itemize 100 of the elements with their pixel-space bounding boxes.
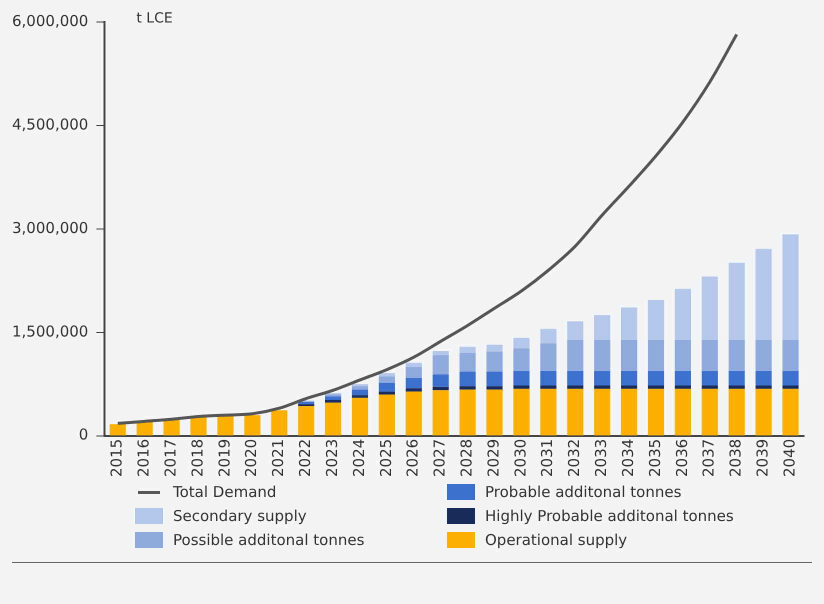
x-tick-label: 2028 bbox=[458, 438, 476, 478]
x-tick-label: 2033 bbox=[592, 438, 610, 478]
bar bbox=[594, 340, 610, 371]
bar bbox=[567, 321, 584, 340]
x-tick-label: 2022 bbox=[296, 438, 314, 478]
bar bbox=[594, 370, 610, 386]
legend-label: Possible additonal tonnes bbox=[173, 531, 364, 549]
legend-label: Total Demand bbox=[173, 483, 276, 501]
bar bbox=[486, 386, 503, 390]
bar bbox=[621, 340, 638, 371]
bar bbox=[486, 352, 503, 372]
bar bbox=[756, 248, 772, 340]
x-tick-label: 2030 bbox=[511, 438, 530, 478]
bar bbox=[486, 390, 503, 436]
x-tick-label: 2015 bbox=[108, 438, 126, 478]
bar bbox=[540, 385, 556, 389]
bar bbox=[325, 400, 342, 403]
bar bbox=[352, 390, 368, 396]
bar bbox=[540, 388, 556, 436]
x-tick-label: 2027 bbox=[430, 438, 449, 478]
x-tick-label: 2017 bbox=[162, 438, 180, 478]
legend-label: Probable additonal tonnes bbox=[485, 483, 682, 501]
bar bbox=[728, 385, 745, 389]
x-tick-label: 2038 bbox=[726, 438, 745, 478]
bar bbox=[540, 328, 556, 344]
line-series bbox=[116, 32, 738, 425]
bar bbox=[782, 388, 799, 436]
bar bbox=[782, 385, 799, 389]
bar bbox=[378, 394, 395, 436]
bar bbox=[782, 234, 799, 340]
y-tick-label: 4,500,000 bbox=[12, 115, 88, 134]
bar bbox=[648, 340, 664, 371]
bar bbox=[352, 386, 368, 390]
bar bbox=[674, 340, 691, 371]
bar bbox=[702, 276, 718, 340]
bar bbox=[352, 398, 368, 436]
bar bbox=[513, 370, 530, 386]
bar bbox=[378, 392, 395, 394]
x-tick-label: 2039 bbox=[754, 438, 772, 478]
bar bbox=[325, 402, 342, 436]
bar bbox=[432, 374, 449, 387]
bar bbox=[110, 424, 126, 436]
bar bbox=[674, 370, 691, 386]
bar bbox=[594, 385, 610, 389]
bar bbox=[513, 388, 530, 436]
bar bbox=[567, 385, 584, 389]
bar bbox=[728, 388, 745, 436]
bar bbox=[702, 340, 718, 371]
bar bbox=[325, 396, 342, 400]
bar bbox=[406, 392, 422, 436]
bar bbox=[378, 382, 395, 392]
y-tick-label: 3,000,000 bbox=[12, 218, 88, 237]
bar bbox=[432, 350, 449, 356]
bar bbox=[460, 353, 476, 372]
bar bbox=[728, 370, 745, 386]
legend-label: Operational supply bbox=[485, 531, 628, 549]
bar bbox=[648, 388, 664, 436]
bar bbox=[460, 346, 476, 354]
x-tick-label: 2023 bbox=[322, 438, 341, 478]
bar bbox=[513, 348, 530, 371]
bar bbox=[621, 388, 638, 436]
x-tick-label: 2018 bbox=[188, 438, 206, 478]
x-tick-label: 2020 bbox=[242, 438, 260, 478]
legend-label: Highly Probable additonal tonnes bbox=[485, 507, 734, 525]
y-tick-label: 1,500,000 bbox=[12, 322, 88, 340]
bar bbox=[486, 372, 503, 386]
bar bbox=[406, 378, 422, 388]
bar bbox=[460, 372, 476, 386]
bar bbox=[674, 385, 691, 389]
bar bbox=[325, 394, 342, 397]
bar bbox=[460, 390, 476, 436]
x-tick-label: 2021 bbox=[269, 438, 288, 478]
x-tick-label: 2037 bbox=[700, 438, 718, 478]
bar bbox=[648, 300, 664, 340]
bar bbox=[298, 406, 314, 436]
bar bbox=[702, 388, 718, 436]
bar bbox=[594, 315, 610, 340]
legend-label: Secondary supply bbox=[173, 507, 307, 525]
bar bbox=[271, 410, 288, 436]
bar bbox=[782, 370, 799, 386]
x-tick-label: 2032 bbox=[565, 438, 584, 478]
y-tick-label: 0 bbox=[78, 426, 88, 444]
bar bbox=[728, 340, 745, 371]
y-axis-title: t LCE bbox=[136, 10, 173, 27]
bar bbox=[756, 340, 772, 371]
x-tick-label: 2036 bbox=[672, 438, 691, 478]
x-tick-label: 2024 bbox=[350, 438, 368, 478]
x-tick-label: 2034 bbox=[618, 438, 637, 478]
bar bbox=[567, 370, 584, 386]
bar bbox=[406, 388, 422, 392]
bar bbox=[513, 385, 530, 389]
bar bbox=[702, 385, 718, 389]
bar bbox=[540, 343, 556, 371]
bar bbox=[756, 370, 772, 386]
bar bbox=[621, 308, 638, 340]
x-tick-label: 2040 bbox=[780, 438, 798, 478]
x-tick-label: 2026 bbox=[404, 438, 422, 478]
y-tick-label: 6,000,000 bbox=[12, 12, 88, 30]
bar bbox=[621, 385, 638, 389]
bar bbox=[782, 340, 799, 371]
